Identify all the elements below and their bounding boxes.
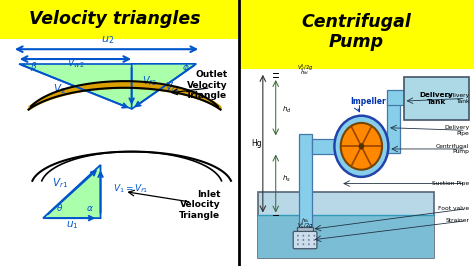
Text: $V_s^2/2g$: $V_s^2/2g$ — [297, 220, 313, 231]
Text: Inlet
Velocity
Triangle: Inlet Velocity Triangle — [179, 190, 220, 220]
Text: $V_1=V_{f1}$: $V_1=V_{f1}$ — [112, 182, 148, 195]
Circle shape — [313, 235, 315, 237]
Circle shape — [334, 116, 388, 177]
Bar — [387, 90, 407, 105]
Circle shape — [297, 243, 299, 245]
Bar — [239, 69, 474, 266]
Text: Impeller: Impeller — [351, 97, 386, 106]
Text: $V_{w2}$: $V_{w2}$ — [66, 56, 84, 70]
FancyBboxPatch shape — [293, 231, 317, 249]
Bar — [297, 227, 313, 234]
Text: Outlet
Velocity
Triangle: Outlet Velocity Triangle — [186, 70, 228, 100]
Text: $h_s$: $h_s$ — [282, 174, 291, 184]
Bar — [0, 0, 239, 39]
Text: Velocity triangles: Velocity triangles — [29, 10, 201, 28]
Text: Centrifugal
Pump: Centrifugal Pump — [436, 144, 469, 154]
Circle shape — [297, 235, 299, 237]
Polygon shape — [19, 64, 132, 109]
Text: $u_1$: $u_1$ — [65, 219, 78, 231]
Bar — [299, 134, 311, 227]
Bar — [311, 139, 336, 154]
Text: $\beta$: $\beta$ — [30, 60, 37, 73]
Circle shape — [358, 143, 364, 149]
Text: Hg: Hg — [252, 139, 262, 148]
Circle shape — [302, 235, 304, 237]
Text: $V_{r2}$: $V_{r2}$ — [165, 80, 180, 94]
Polygon shape — [43, 165, 100, 218]
Bar — [0, 39, 239, 266]
Text: $\phi$: $\phi$ — [182, 61, 189, 74]
Text: $V_d^2/2g$: $V_d^2/2g$ — [297, 62, 313, 73]
Text: Centrifugal
Pump: Centrifugal Pump — [302, 13, 411, 51]
Text: $V_{r1}$: $V_{r1}$ — [52, 176, 68, 190]
Circle shape — [308, 243, 310, 245]
Text: $\theta$: $\theta$ — [56, 202, 64, 214]
Text: Delivery
Pipe: Delivery Pipe — [444, 125, 469, 136]
Circle shape — [302, 239, 304, 241]
Text: $V_2$: $V_2$ — [54, 82, 66, 95]
Text: Delivery
Tank: Delivery Tank — [419, 92, 454, 105]
Text: $V_{f2}$: $V_{f2}$ — [142, 74, 157, 88]
Circle shape — [341, 123, 382, 170]
FancyBboxPatch shape — [403, 77, 469, 120]
Text: Strainer: Strainer — [445, 218, 469, 223]
Bar — [239, 0, 474, 69]
Text: $h_d$: $h_d$ — [282, 105, 291, 115]
Polygon shape — [132, 64, 196, 109]
Text: $h_{fs}$: $h_{fs}$ — [301, 216, 310, 225]
Circle shape — [297, 239, 299, 241]
Text: $h_{fd}$: $h_{fd}$ — [301, 68, 310, 77]
Text: $\alpha$: $\alpha$ — [86, 204, 94, 213]
Text: $u_2$: $u_2$ — [101, 34, 114, 46]
Bar — [387, 98, 400, 153]
Text: Foot valve: Foot valve — [438, 206, 469, 211]
Circle shape — [313, 243, 315, 245]
Circle shape — [308, 235, 310, 237]
Bar — [258, 192, 434, 258]
Circle shape — [313, 239, 315, 241]
Circle shape — [302, 243, 304, 245]
Text: Delivery
Tank: Delivery Tank — [444, 93, 469, 104]
Bar — [258, 215, 434, 258]
Text: Suction Pipe: Suction Pipe — [432, 181, 469, 186]
Circle shape — [308, 239, 310, 241]
